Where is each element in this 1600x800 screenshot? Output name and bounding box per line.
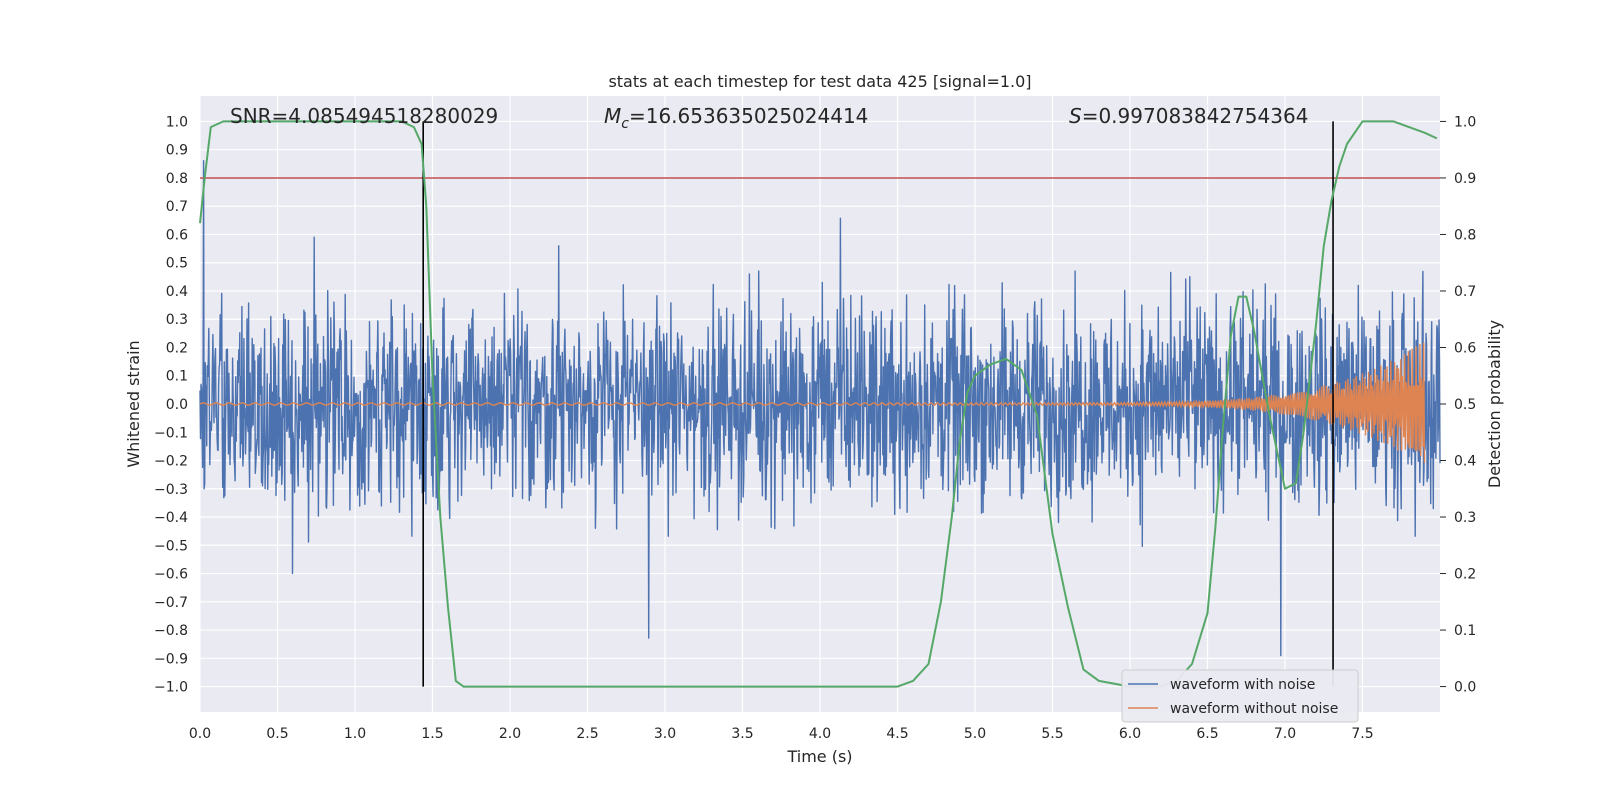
y-right-tick-label-3: 0.7 (1454, 284, 1476, 300)
y-tick-label-9: 0.1 (166, 369, 188, 385)
clean-waveform-line (199, 342, 1426, 463)
probability-line (199, 120, 1438, 688)
x-ticks-layer: 0.0 0.5 1.0 1.5 2.0 2.5 3.0 3.5 4.0 4.5 5.0 5.5 6.0 6… (189, 726, 1374, 742)
y-ticks-layer: 1.0 0.9 0.8 0.7 0.6 0.5 0.4 0.3 0.2 0.1 0.0 −0.1 −0.… (154, 114, 188, 695)
x-tick-label-0: 0.0 (189, 726, 211, 742)
mc-subscript: c (621, 116, 629, 132)
x-tick-label-7: 3.5 (731, 726, 753, 742)
clean-waveform-layer (199, 342, 1426, 463)
y-right-tick-label-4: 0.6 (1454, 340, 1476, 356)
x-tick-label-3: 1.5 (421, 726, 443, 742)
y-tick-label-0: 1.0 (166, 114, 188, 130)
legend-box (1121, 669, 1359, 723)
y-tick-label-19: −0.9 (154, 651, 188, 667)
y-tick-label-7: 0.3 (166, 312, 188, 328)
x-tick-label-8: 4.0 (809, 726, 831, 742)
y-tick-label-13: −0.3 (154, 482, 188, 498)
x-axis-label: Time (s) (786, 747, 852, 766)
s-annotation: S=0.997083842754364 (1069, 104, 1308, 128)
y-right-axis-label: Detection probability (1485, 320, 1504, 488)
y-right-tick-label-0: 1.0 (1454, 114, 1476, 130)
y-tick-label-6: 0.4 (166, 284, 188, 300)
y-right-tick-label-5: 0.5 (1454, 397, 1476, 413)
x-tick-label-9: 4.5 (886, 726, 908, 742)
y-tick-label-4: 0.6 (166, 227, 188, 243)
mc-value: =16.653635025024414 (629, 104, 868, 128)
legend-label-noisy: waveform with noise (1170, 677, 1315, 693)
legend: waveform with noise waveform without noi… (1121, 669, 1359, 723)
legend-label-clean: waveform without noise (1170, 701, 1338, 717)
x-tick-label-4: 2.0 (499, 726, 521, 742)
y-tick-label-15: −0.5 (154, 538, 188, 554)
x-tick-label-15: 7.5 (1351, 726, 1373, 742)
y-tick-label-11: −0.1 (154, 425, 188, 441)
y-tick-label-12: −0.2 (154, 454, 188, 470)
x-tick-label-14: 7.0 (1274, 726, 1296, 742)
y-tick-label-17: −0.7 (154, 595, 188, 611)
y-right-tick-label-9: 0.1 (1454, 623, 1476, 639)
y-tick-label-16: −0.6 (154, 567, 188, 583)
x-tick-label-13: 6.5 (1196, 726, 1218, 742)
x-tick-label-11: 5.5 (1041, 726, 1063, 742)
y-right-tick-label-10: 0.0 (1454, 680, 1476, 696)
s-symbol: S (1069, 104, 1082, 128)
y-tick-label-3: 0.7 (166, 199, 188, 215)
x-tick-label-1: 0.5 (266, 726, 288, 742)
mc-symbol: M (604, 104, 621, 128)
probability-layer (199, 120, 1438, 688)
s-value: =0.997083842754364 (1082, 104, 1309, 128)
x-tick-label-2: 1.0 (344, 726, 366, 742)
y-axis-label: Whitened strain (124, 340, 143, 467)
y-tick-label-8: 0.2 (166, 340, 188, 356)
x-tick-label-6: 3.0 (654, 726, 676, 742)
vertical-lines-layer (422, 121, 1334, 687)
y-tick-label-5: 0.5 (166, 256, 188, 272)
y-tick-label-10: 0.0 (166, 397, 188, 413)
x-tick-label-10: 5.0 (964, 726, 986, 742)
y-right-tick-label-8: 0.2 (1454, 567, 1476, 583)
mc-annotation: Mc=16.653635025024414 (604, 104, 868, 132)
snr-annotation: SNR=4.085494518280029 (230, 104, 498, 128)
y-tick-label-20: −1.0 (154, 680, 188, 696)
y-right-tick-label-7: 0.3 (1454, 510, 1476, 526)
y-tick-label-1: 0.9 (166, 143, 188, 159)
x-tick-label-12: 6.0 (1119, 726, 1141, 742)
y-right-tick-label-1: 0.9 (1454, 171, 1476, 187)
y-tick-label-2: 0.8 (166, 171, 188, 187)
chart-title: stats at each timestep for test data 425… (608, 72, 1031, 91)
y-tick-label-14: −0.4 (154, 510, 188, 526)
y-tick-label-18: −0.8 (154, 623, 188, 639)
y-right-tick-label-2: 0.8 (1454, 227, 1476, 243)
y-right-tick-label-6: 0.4 (1454, 454, 1476, 470)
x-tick-label-5: 2.5 (576, 726, 598, 742)
y-right-ticks-layer: 1.0 0.9 0.8 0.7 0.6 0.5 0.4 0.3 0.2 0.1 0.0 (1440, 114, 1476, 696)
